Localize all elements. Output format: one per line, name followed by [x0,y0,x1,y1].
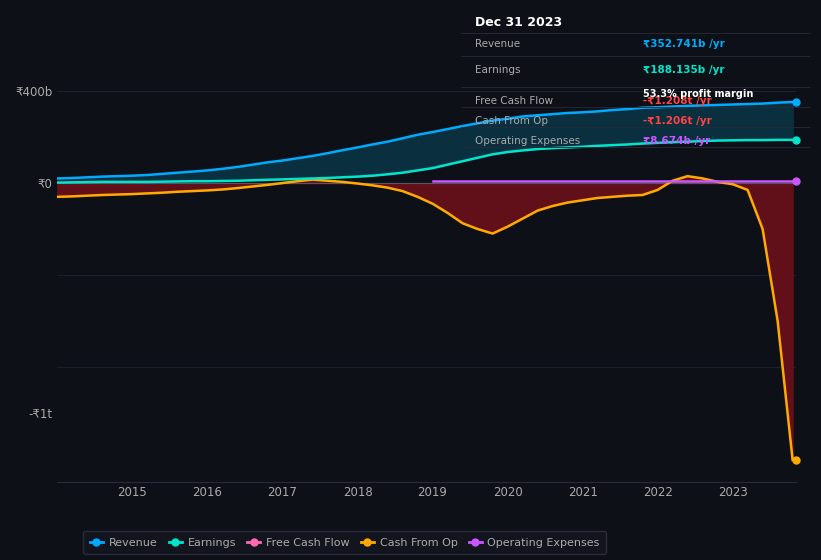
Legend: Revenue, Earnings, Free Cash Flow, Cash From Op, Operating Expenses: Revenue, Earnings, Free Cash Flow, Cash … [83,531,607,554]
Text: Cash From Op: Cash From Op [475,116,548,126]
Text: ₹8.674b /yr: ₹8.674b /yr [643,136,710,146]
Text: Earnings: Earnings [475,65,521,75]
Text: Revenue: Revenue [475,39,521,49]
Text: -₹1.206t /yr: -₹1.206t /yr [643,116,712,126]
Text: -₹1.208t /yr: -₹1.208t /yr [643,96,712,106]
Text: ₹188.135b /yr: ₹188.135b /yr [643,65,724,75]
Text: ₹352.741b /yr: ₹352.741b /yr [643,39,725,49]
Text: Free Cash Flow: Free Cash Flow [475,96,553,106]
Text: Operating Expenses: Operating Expenses [475,136,580,146]
Text: 53.3% profit margin: 53.3% profit margin [643,88,753,99]
Text: Dec 31 2023: Dec 31 2023 [475,16,562,29]
